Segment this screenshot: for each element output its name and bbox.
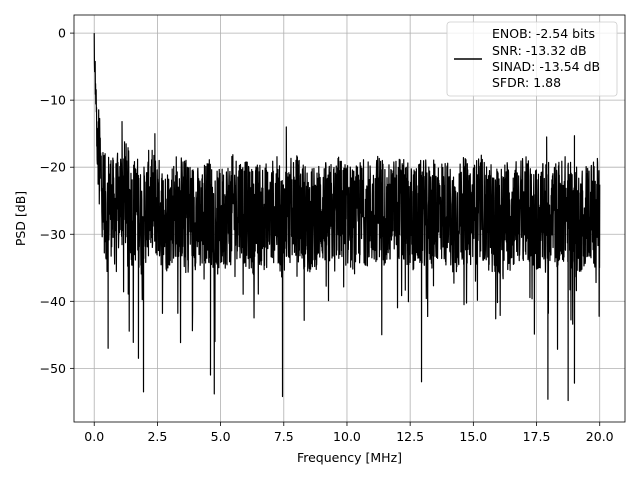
x-tick-label: 2.5	[147, 429, 167, 444]
legend-sinad: SINAD: -13.54 dB	[492, 59, 600, 74]
x-tick-label: 17.5	[523, 429, 551, 444]
y-tick-label: −30	[40, 227, 66, 242]
x-tick-label: 5.0	[211, 429, 231, 444]
x-tick-label: 10.0	[333, 429, 361, 444]
legend-enob: ENOB: -2.54 bits	[492, 26, 595, 41]
legend: ENOB: -2.54 bits SNR: -13.32 dB SINAD: -…	[446, 21, 618, 97]
y-axis-ticks: 0 −10 −20 −30 −40 −50	[40, 26, 74, 376]
legend-sfdr: SFDR: 1.88	[492, 75, 561, 90]
psd-series-line	[93, 33, 601, 402]
x-axis-ticks: 0.0 2.5 5.0 7.5 10.0 12.5 15.0 17.5 20.0	[84, 422, 614, 444]
y-tick-label: −20	[40, 160, 66, 175]
y-tick-label: −50	[40, 361, 66, 376]
x-tick-label: 7.5	[274, 429, 294, 444]
x-tick-label: 20.0	[586, 429, 614, 444]
legend-snr: SNR: -13.32 dB	[492, 43, 587, 58]
x-tick-label: 15.0	[459, 429, 487, 444]
x-tick-label: 12.5	[396, 429, 424, 444]
y-tick-label: −40	[40, 294, 66, 309]
y-tick-label: 0	[58, 26, 66, 41]
axes-frame	[73, 14, 626, 423]
x-tick-label: 0.0	[84, 429, 104, 444]
y-tick-label: −10	[40, 93, 66, 108]
y-axis-label: PSD [dB]	[13, 191, 28, 246]
legend-box	[446, 21, 618, 97]
x-axis-label: Frequency [MHz]	[297, 450, 402, 465]
series-layer	[93, 33, 601, 402]
